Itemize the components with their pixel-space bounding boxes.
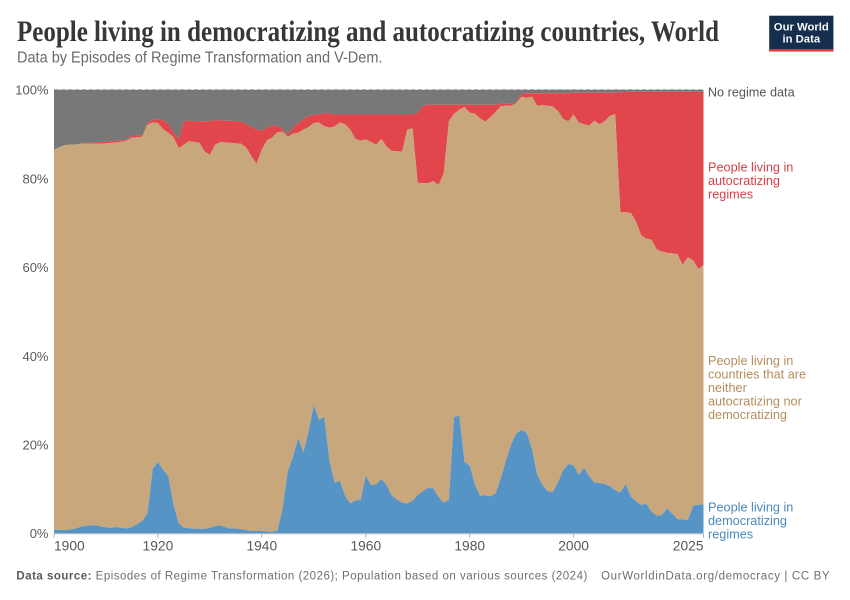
svg-text:countries that are: countries that are xyxy=(708,368,806,382)
svg-text:regimes: regimes xyxy=(708,528,753,542)
svg-text:20%: 20% xyxy=(22,438,48,453)
svg-text:autocratizing nor: autocratizing nor xyxy=(708,395,803,409)
svg-text:60%: 60% xyxy=(22,260,48,275)
svg-text:democratizing: democratizing xyxy=(708,408,787,422)
svg-text:2000: 2000 xyxy=(558,538,589,553)
svg-text:OurWorldinData.org/democracy |: OurWorldinData.org/democracy | CC BY xyxy=(601,571,830,583)
svg-text:Data by Episodes of Regime Tra: Data by Episodes of Regime Transformatio… xyxy=(17,49,383,66)
svg-text:neither: neither xyxy=(708,381,748,395)
svg-text:1960: 1960 xyxy=(350,538,381,553)
svg-text:No regime data: No regime data xyxy=(708,86,796,100)
svg-text:1900: 1900 xyxy=(54,538,85,553)
svg-text:0%: 0% xyxy=(30,526,49,541)
svg-text:democratizing: democratizing xyxy=(708,514,787,528)
svg-text:People living in: People living in xyxy=(708,354,793,368)
svg-text:80%: 80% xyxy=(22,171,48,186)
svg-text:Our World: Our World xyxy=(774,22,829,34)
svg-text:in Data: in Data xyxy=(782,33,820,45)
svg-text:People living in: People living in xyxy=(708,161,793,175)
svg-text:100%: 100% xyxy=(15,83,49,98)
svg-text:1920: 1920 xyxy=(143,538,174,553)
svg-text:autocratizing: autocratizing xyxy=(708,174,780,188)
svg-text:2025: 2025 xyxy=(673,538,704,553)
svg-text:Data source: Episodes of Regim: Data source: Episodes of Regime Transfor… xyxy=(16,571,587,583)
svg-text:regimes: regimes xyxy=(708,188,753,202)
svg-text:40%: 40% xyxy=(22,349,48,364)
svg-text:1980: 1980 xyxy=(454,538,485,553)
svg-text:People living in: People living in xyxy=(708,501,793,515)
svg-text:People living in democratizing: People living in democratizing and autoc… xyxy=(17,15,719,48)
svg-text:1940: 1940 xyxy=(246,538,277,553)
